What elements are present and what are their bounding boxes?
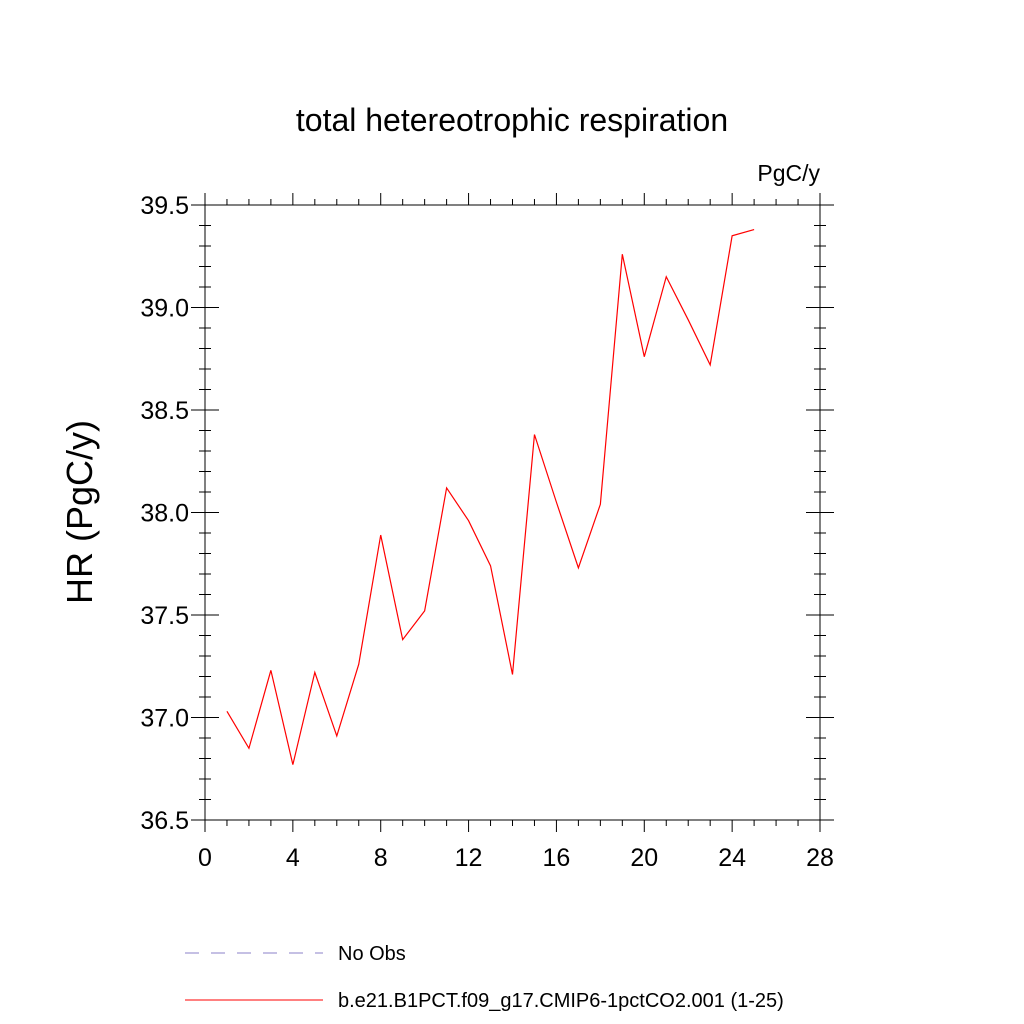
- x-tick-label: 20: [630, 844, 658, 872]
- y-tick-label: 39.5: [140, 192, 189, 220]
- series-line: [226, 229, 755, 765]
- x-tick-label: 0: [198, 844, 212, 872]
- x-tick-label: 16: [543, 844, 571, 872]
- plot-area: [226, 229, 755, 765]
- x-tick-label: 4: [286, 844, 300, 872]
- y-axis-label: HR (PgC/y): [59, 420, 100, 604]
- y-tick-label: 39.0: [140, 295, 189, 323]
- axes: 0 4 8 12 16 20 24 28 36.5 37.0 37.5 38.0 38.5 39.0 39.…: [140, 192, 834, 872]
- y-tick-label: 37.0: [140, 705, 189, 733]
- y-tick-label: 37.5: [140, 602, 189, 630]
- x-tick-label: 24: [718, 844, 746, 872]
- legend-label: b.e21.B1PCT.f09_g17.CMIP6-1pctCO2.001 (1…: [338, 990, 784, 1012]
- chart-title: total hetereotrophic respiration: [296, 102, 728, 138]
- legend: No Obs b.e21.B1PCT.f09_g17.CMIP6-1pctCO2.…: [185, 943, 784, 1012]
- plot-frame: [204, 204, 821, 821]
- y-tick-label: 38.5: [140, 397, 189, 425]
- units-label: PgC/y: [757, 160, 820, 186]
- legend-label: No Obs: [338, 943, 406, 965]
- y-tick-label: 38.0: [140, 500, 189, 528]
- x-tick-label: 28: [806, 844, 834, 872]
- x-tick-label: 8: [374, 844, 388, 872]
- y-tick-label: 36.5: [140, 807, 189, 835]
- x-tick-label: 12: [455, 844, 483, 872]
